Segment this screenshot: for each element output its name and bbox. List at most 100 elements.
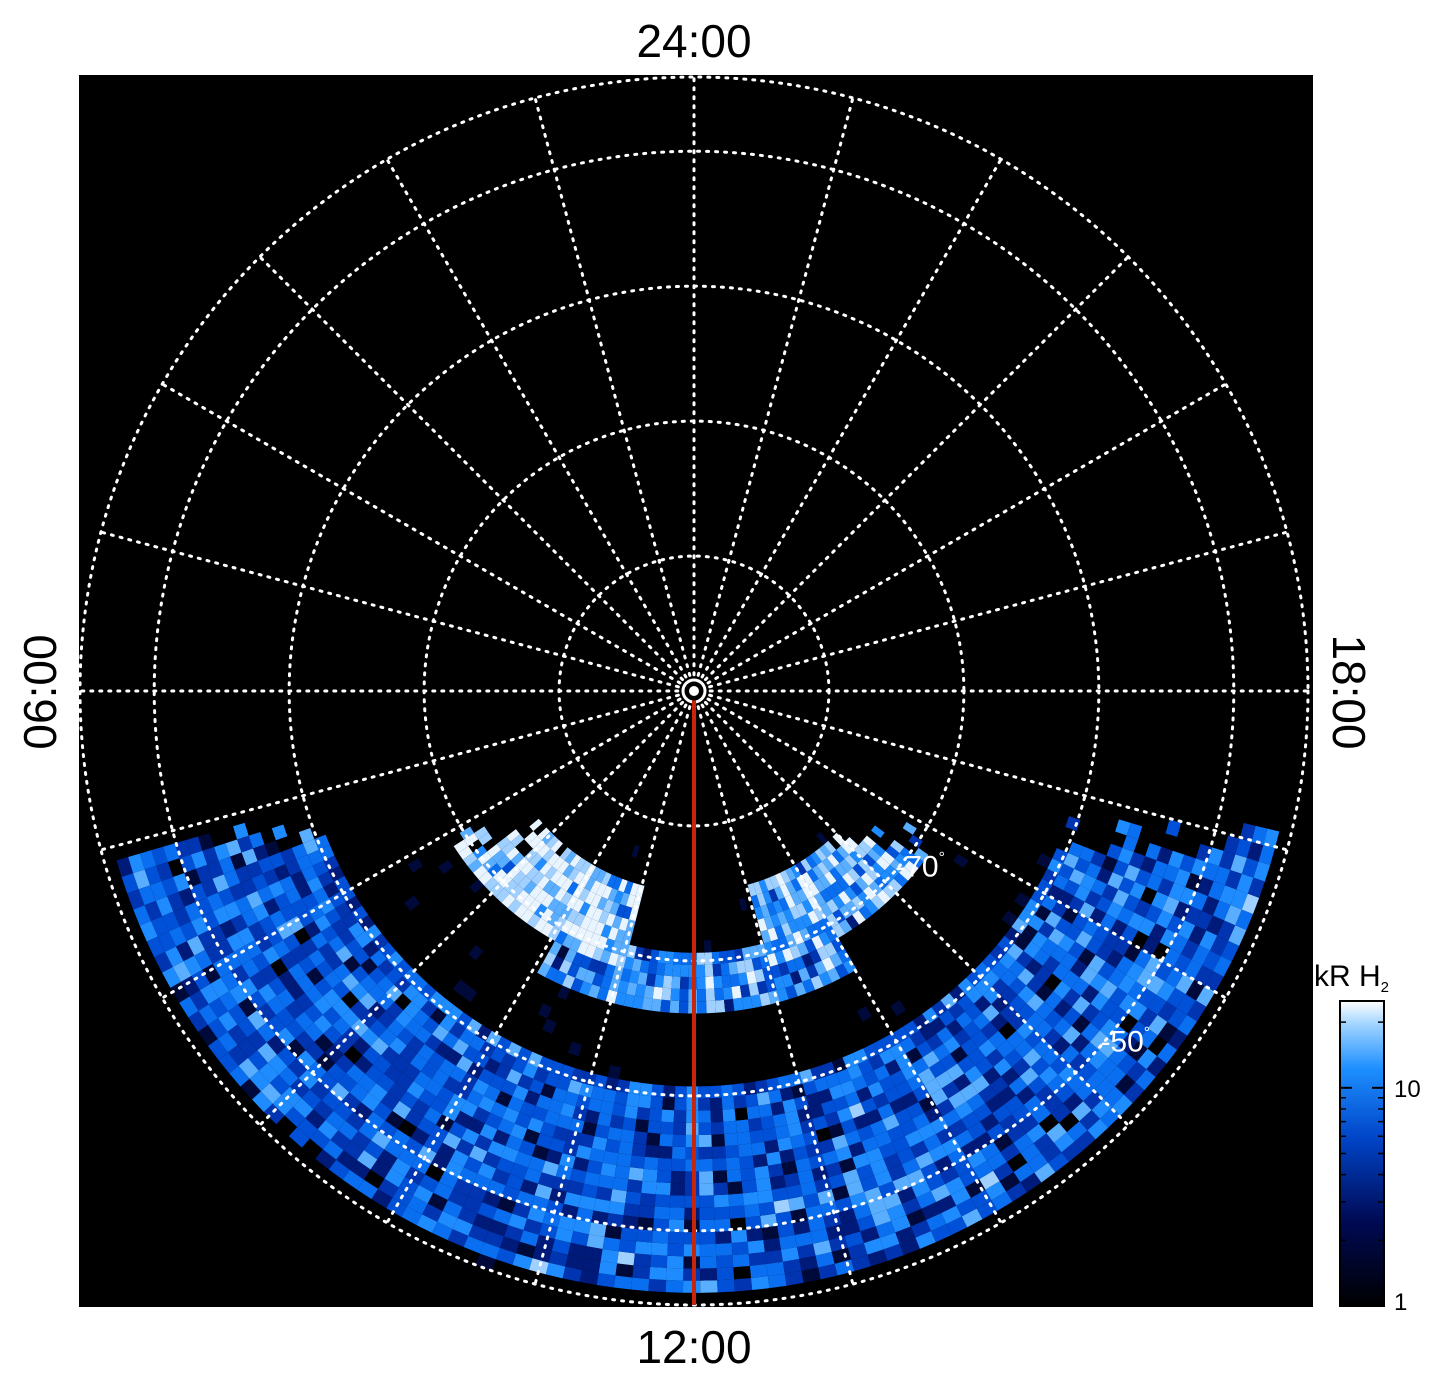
heatmap-cell — [547, 1098, 564, 1115]
heatmap-cell — [1235, 838, 1252, 858]
heatmap-cell — [879, 1232, 900, 1250]
heatmap-cell — [505, 847, 520, 861]
heatmap-cell — [210, 977, 230, 998]
heatmap-cell — [300, 938, 319, 957]
heatmap-cell — [665, 951, 675, 965]
heatmap-cell — [308, 949, 326, 968]
heatmap-cell — [483, 1057, 501, 1075]
heatmap-cell — [738, 898, 748, 912]
heatmap-cell — [910, 1140, 929, 1159]
heatmap-cell — [531, 871, 545, 886]
heatmap-cell — [746, 970, 757, 985]
heatmap-cell — [229, 883, 247, 902]
heatmap-cell — [789, 944, 802, 960]
heatmap-cell — [482, 857, 497, 872]
heatmap-cell — [836, 876, 850, 891]
heatmap-cell — [1047, 928, 1066, 946]
heatmap-cell — [601, 885, 613, 900]
heatmap-cell — [715, 1230, 732, 1244]
heatmap-cell — [190, 850, 208, 869]
heatmap-cell — [1219, 885, 1237, 906]
heatmap-cell — [999, 1114, 1019, 1133]
heatmap-cell — [606, 1213, 624, 1228]
heatmap-cell — [679, 988, 689, 1002]
heatmap-cell — [371, 1188, 393, 1209]
heatmap-cell — [723, 1120, 737, 1134]
heatmap-cell — [832, 832, 846, 846]
heatmap-cell — [901, 1091, 919, 1109]
heatmap-cell — [556, 1114, 573, 1130]
heatmap-cell — [527, 913, 541, 929]
heatmap-cell — [890, 1069, 907, 1087]
heatmap-cell — [659, 1133, 674, 1147]
heatmap-cell — [307, 849, 324, 866]
heatmap-cell — [721, 1096, 735, 1110]
heatmap-cell — [772, 899, 784, 914]
heatmap-cell — [990, 1013, 1008, 1031]
heatmap-cell — [1140, 856, 1157, 874]
heatmap-cell — [314, 977, 333, 997]
heatmap-cell — [1138, 917, 1156, 937]
heatmap-cell — [1057, 934, 1076, 953]
heatmap-cell — [625, 1191, 642, 1206]
heatmap-cell — [312, 887, 329, 904]
heatmap-cell — [369, 949, 387, 967]
heatmap-cell — [547, 912, 561, 927]
heatmap-cell — [385, 967, 403, 985]
heatmap-cell — [422, 1203, 443, 1222]
heatmap-cell — [514, 1151, 533, 1168]
heatmap-cell — [1213, 866, 1231, 886]
heatmap-cell — [626, 894, 636, 908]
heatmap-cell — [1122, 835, 1139, 852]
heatmap-cell — [217, 1031, 238, 1053]
heatmap-cell — [941, 1081, 960, 1099]
heatmap-cell — [554, 887, 567, 902]
heatmap-cell — [417, 1043, 435, 1062]
heatmap-cell — [1066, 1121, 1088, 1142]
meridian-line — [533, 96, 692, 677]
heatmap-cell — [456, 1055, 474, 1073]
heatmap-cell — [890, 1000, 907, 1017]
heatmap-cell — [1239, 822, 1256, 842]
heatmap-cell — [258, 1062, 279, 1084]
heatmap-cell — [381, 1046, 400, 1065]
heatmap-cell — [849, 849, 863, 864]
heatmap-cell — [566, 881, 579, 896]
heatmap-cell — [496, 855, 511, 869]
heatmap-cell — [500, 1236, 520, 1254]
heatmap-cell — [510, 834, 525, 848]
heatmap-cell — [569, 937, 582, 953]
heatmap-cell — [284, 887, 302, 905]
heatmap-cell — [1060, 952, 1078, 971]
heatmap-cell — [208, 997, 229, 1019]
heatmap-cell — [765, 978, 777, 993]
heatmap-cell — [371, 933, 389, 950]
heatmap-cell — [848, 1102, 866, 1119]
heatmap-cell — [714, 1218, 731, 1232]
heatmap-cell — [1168, 882, 1186, 902]
heatmap-cell — [165, 946, 184, 967]
heatmap-cell — [183, 955, 203, 976]
heatmap-cell — [620, 968, 632, 983]
heatmap-cell — [638, 1094, 652, 1109]
heatmap-cell — [356, 1150, 378, 1170]
heatmap-cell — [1180, 939, 1200, 960]
heatmap-cell — [619, 892, 630, 906]
heatmap-cell — [487, 1140, 506, 1158]
heatmap-cell — [576, 940, 590, 956]
heatmap-cell — [1190, 858, 1208, 877]
heatmap-cell — [1164, 967, 1184, 988]
heatmap-cell — [636, 1229, 653, 1243]
heatmap-cell — [867, 848, 881, 862]
heatmap-cell — [438, 1171, 459, 1190]
heatmap-cell — [488, 1219, 509, 1237]
heatmap-cell — [779, 1148, 796, 1164]
heatmap-cell — [860, 872, 875, 887]
heatmap-cell — [939, 1053, 958, 1071]
heatmap-cell — [930, 1116, 949, 1134]
heatmap-cell — [585, 904, 597, 919]
heatmap-cell — [797, 1169, 815, 1185]
heatmap-cell — [566, 1180, 584, 1196]
heatmap-cell — [212, 957, 232, 978]
heatmap-cell — [1025, 958, 1043, 976]
